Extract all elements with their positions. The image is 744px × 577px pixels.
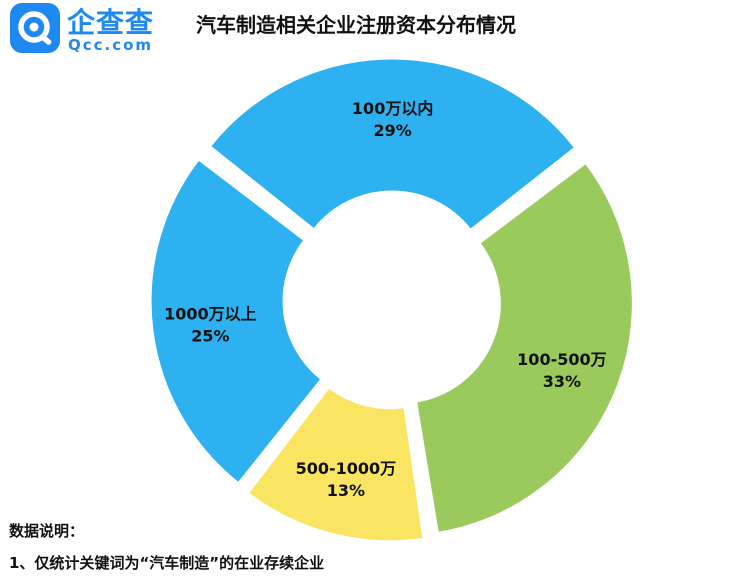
donut-slice-4 xyxy=(150,159,322,484)
donut-slice-3 xyxy=(248,387,424,542)
notes-item-1: 1、仅统计关键词为“汽车制造”的在业存续企业 xyxy=(9,554,325,572)
notes-heading: 数据说明： xyxy=(9,522,85,540)
slice-label-3: 500-1000万 xyxy=(296,459,397,478)
brand-name: 企查查 xyxy=(67,6,155,39)
qcc-logo: 企查查 Qcc.com xyxy=(10,3,170,63)
slice-label-2: 100-500万 xyxy=(517,350,606,369)
donut-slice-1 xyxy=(210,58,576,230)
slice-value-2: 33% xyxy=(543,372,581,391)
slice-label-1: 100万以内 xyxy=(352,99,433,118)
slice-value-3: 13% xyxy=(327,481,365,500)
donut-slice-2 xyxy=(416,163,633,533)
chart-title: 汽车制造相关企业注册资本分布情况 xyxy=(196,13,516,37)
slice-value-1: 29% xyxy=(373,121,411,140)
slice-value-4: 25% xyxy=(191,326,229,345)
slice-label-4: 1000万以上 xyxy=(164,304,257,323)
qcc-logo-icon xyxy=(10,3,60,53)
brand-domain: Qcc.com xyxy=(68,36,154,54)
